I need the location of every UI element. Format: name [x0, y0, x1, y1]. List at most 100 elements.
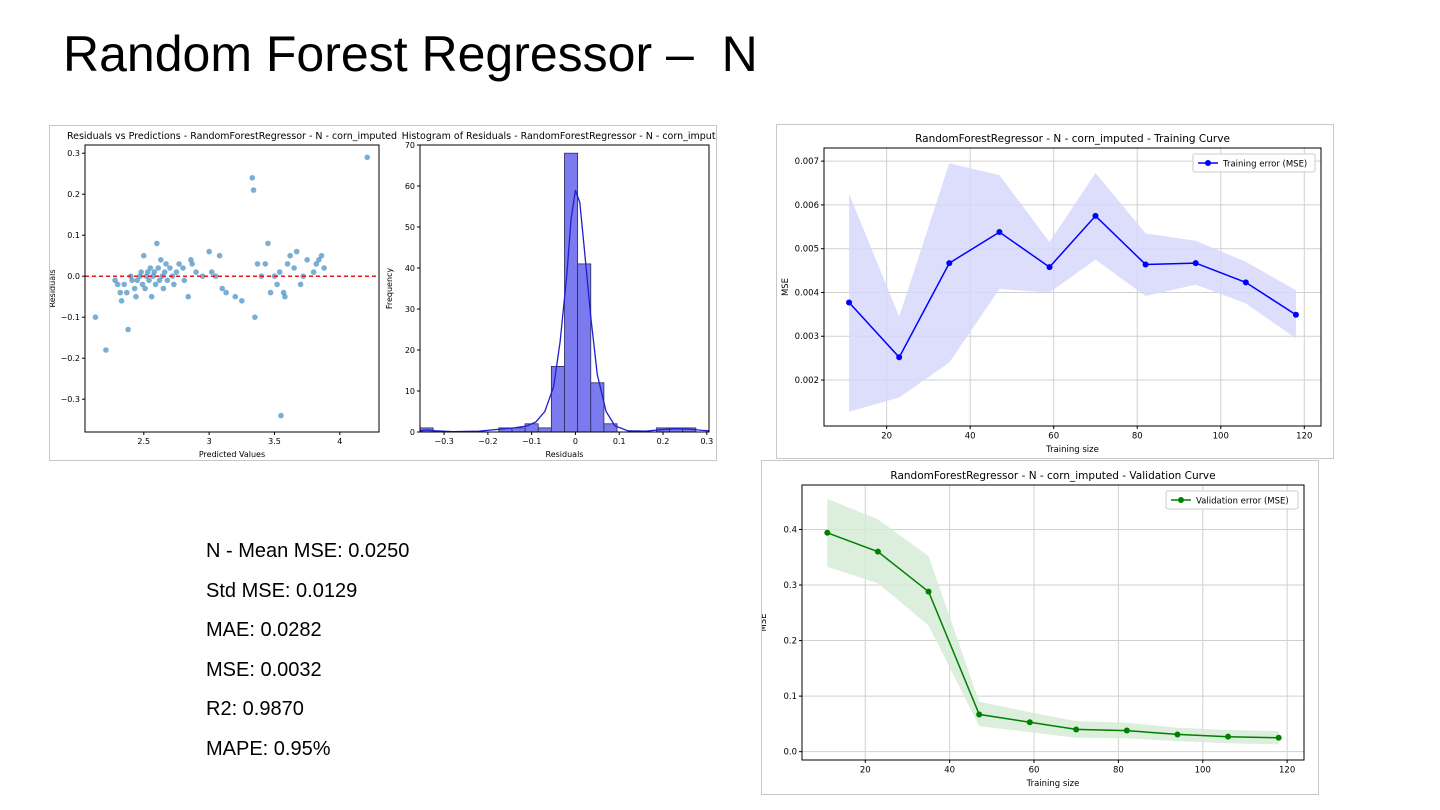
series-point [1046, 264, 1053, 271]
residual-point [151, 269, 158, 275]
x-tick-label: 100 [1213, 432, 1229, 442]
series-point [1092, 212, 1099, 219]
series-point [846, 299, 853, 306]
plot-frame [419, 144, 710, 433]
residual-point [144, 269, 151, 275]
histogram-bar [564, 152, 579, 433]
residual-point [252, 314, 258, 320]
y-axis-label: MSE [762, 613, 769, 631]
residual-point [155, 265, 161, 271]
residual-point [112, 277, 118, 284]
y-tick-label: 0.2 [783, 637, 797, 647]
residual-point [134, 277, 141, 284]
series-point [1174, 731, 1181, 738]
y-tick-label: 0.007 [795, 157, 819, 167]
residual-point [173, 269, 180, 275]
residual-point [318, 252, 325, 259]
series-line [827, 532, 1279, 739]
series-point [1292, 311, 1299, 318]
x-tick-label: 120 [1279, 766, 1295, 776]
residual-point [287, 252, 293, 259]
residual-point [156, 277, 163, 284]
y-axis-label: Residuals [50, 270, 57, 308]
legend-box [1165, 490, 1299, 510]
plot-frame [801, 484, 1305, 761]
y-tick-label: 0.003 [795, 332, 819, 342]
y-tick-label: 50 [405, 223, 415, 232]
residual-point [291, 265, 297, 271]
y-tick-label: 0.3 [67, 149, 80, 158]
metric-mse: MSE: 0.0032 [206, 658, 322, 681]
residual-point [267, 289, 274, 296]
histogram-bar [577, 263, 592, 433]
x-tick-label: 120 [1296, 432, 1312, 442]
y-tick-label: 0.002 [795, 376, 819, 386]
series-point [1142, 261, 1149, 268]
residual-point [138, 269, 144, 275]
x-tick-label: 20 [881, 432, 892, 442]
x-tick-label: 60 [1048, 432, 1059, 442]
series-point [1026, 719, 1033, 726]
residual-point [274, 281, 280, 288]
residual-point [316, 257, 322, 263]
residual-point [160, 285, 167, 292]
residual-point [147, 265, 154, 271]
residual-point [161, 269, 168, 275]
x-tick-label: 40 [944, 766, 955, 776]
y-tick-label: 40 [405, 264, 415, 273]
x-tick-label: 0 [573, 437, 578, 446]
residual-point [152, 281, 159, 288]
x-tick-label: 0.1 [613, 437, 626, 446]
residual-point [146, 277, 152, 284]
residual-point [121, 281, 127, 288]
y-tick-label: 30 [405, 305, 415, 314]
residual-point [250, 187, 257, 193]
y-axis-label: Frequency [385, 268, 394, 310]
residual-point [219, 285, 225, 292]
x-tick-label: 0.3 [700, 437, 713, 446]
y-tick-label: 10 [405, 387, 415, 396]
residual-point [176, 261, 182, 267]
x-tick-label: 100 [1195, 766, 1211, 776]
residual-point [129, 277, 135, 284]
residual-point [157, 257, 164, 263]
residual-point [199, 273, 206, 279]
y-tick-label: 0.004 [795, 288, 819, 298]
histogram-bar [590, 382, 605, 433]
y-tick-label: 0.1 [67, 231, 80, 240]
residual-point [278, 412, 284, 419]
x-tick-label: −0.1 [522, 437, 541, 446]
metric-mae: MAE: 0.0282 [206, 619, 322, 641]
series-point [996, 229, 1003, 236]
series-point [976, 711, 983, 718]
x-tick-label: 3 [207, 437, 212, 446]
residual-point [212, 273, 219, 279]
metrics-list: N - Mean MSE: 0.0250 Std MSE: 0.0129 MAE… [206, 532, 409, 769]
residual-point [216, 252, 223, 259]
x-tick-label: 20 [860, 766, 871, 776]
series-line [848, 214, 1297, 359]
x-tick-label: −0.2 [478, 437, 497, 446]
x-tick-label: 80 [1113, 766, 1124, 776]
residual-point [321, 265, 327, 271]
legend-label: Validation error (MSE) [1196, 497, 1289, 507]
residual-point [181, 277, 188, 284]
residual-point [254, 261, 261, 267]
confidence-band [849, 163, 1296, 412]
residual-point [193, 269, 199, 275]
y-tick-label: 0.0 [67, 272, 80, 281]
series-point [896, 354, 903, 361]
y-tick-label: 0.1 [783, 692, 797, 702]
residual-point [171, 281, 177, 288]
y-tick-label: 0.0 [783, 748, 797, 758]
residual-point [167, 265, 173, 271]
residual-point [139, 281, 146, 288]
residual-point [208, 269, 215, 275]
residual-point [189, 261, 195, 267]
residual-point [124, 289, 130, 296]
residual-point [276, 269, 283, 275]
residual-point [131, 285, 138, 292]
series-point [824, 529, 831, 536]
series-point [1242, 279, 1249, 286]
chart-title: Histogram of Residuals - RandomForestReg… [402, 131, 716, 142]
